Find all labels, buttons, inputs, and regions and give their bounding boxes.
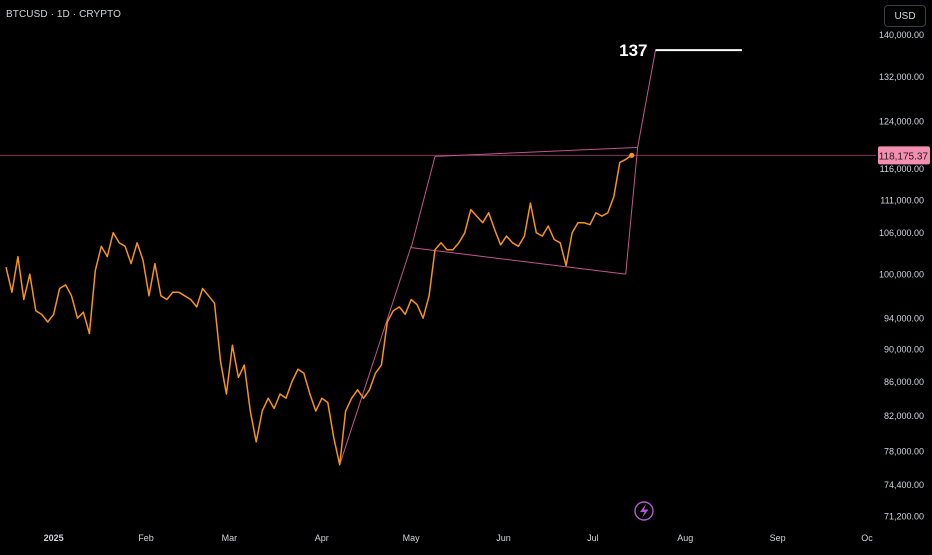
x-tick-label: Sep xyxy=(770,533,786,543)
y-axis[interactable]: 140,000.00 132,000.00 124,000.00 116,000.00… xyxy=(878,30,930,521)
x-tick-label: Feb xyxy=(138,533,154,543)
y-tick-label: 94,000.00 xyxy=(884,314,924,324)
current-price-label: 118,175.37 xyxy=(879,151,929,162)
y-tick-label: 82,000.00 xyxy=(884,411,924,421)
current-price-badge xyxy=(878,146,930,165)
target-label: 137 xyxy=(619,41,647,60)
symbol-label: BTCUSD · 1D · CRYPTO xyxy=(6,9,121,20)
x-tick-label: Jul xyxy=(587,533,599,543)
y-tick-label: 71,200.00 xyxy=(884,511,924,521)
x-tick-label: 2025 xyxy=(44,533,64,543)
y-tick-label: 132,000.00 xyxy=(879,72,924,82)
y-tick-label: 116,000.00 xyxy=(880,164,924,174)
flag-left-edge[interactable] xyxy=(410,156,436,248)
x-tick-label: Aug xyxy=(677,533,693,543)
flag-pole-line[interactable] xyxy=(339,246,412,465)
flag-right-edge[interactable] xyxy=(625,147,639,275)
currency-button[interactable]: USD xyxy=(884,5,926,27)
y-tick-label: 106,000.00 xyxy=(879,228,924,238)
chart-pattern-group: 137 xyxy=(0,41,876,465)
x-axis[interactable]: 2025 Feb Mar Apr May Jun Jul Aug Sep Oc xyxy=(44,533,874,543)
chart-series-group xyxy=(5,152,635,466)
last-price-point[interactable] xyxy=(629,152,635,158)
y-tick-label: 124,000.00 xyxy=(879,117,924,127)
breakout-line[interactable] xyxy=(637,50,657,148)
y-tick-label: 140,000.00 xyxy=(879,30,924,40)
y-tick-label: 78,000.00 xyxy=(884,446,924,456)
x-tick-label: Oc xyxy=(861,533,873,543)
x-tick-label: Apr xyxy=(315,533,329,543)
y-tick-label: 100,000.00 xyxy=(879,270,924,280)
y-tick-label: 86,000.00 xyxy=(884,377,924,387)
y-tick-label: 111,000.00 xyxy=(880,195,924,205)
flag-upper-line[interactable] xyxy=(434,146,638,157)
x-tick-label: Mar xyxy=(222,533,238,543)
x-tick-label: May xyxy=(403,533,421,543)
x-tick-label: Jun xyxy=(496,533,511,543)
flag-lower-line[interactable] xyxy=(411,247,626,275)
price-series-line[interactable] xyxy=(5,154,633,466)
lightning-bolt-icon[interactable] xyxy=(634,501,654,521)
y-tick-label: 90,000.00 xyxy=(884,345,924,355)
y-tick-label: 74,400.00 xyxy=(884,480,924,490)
